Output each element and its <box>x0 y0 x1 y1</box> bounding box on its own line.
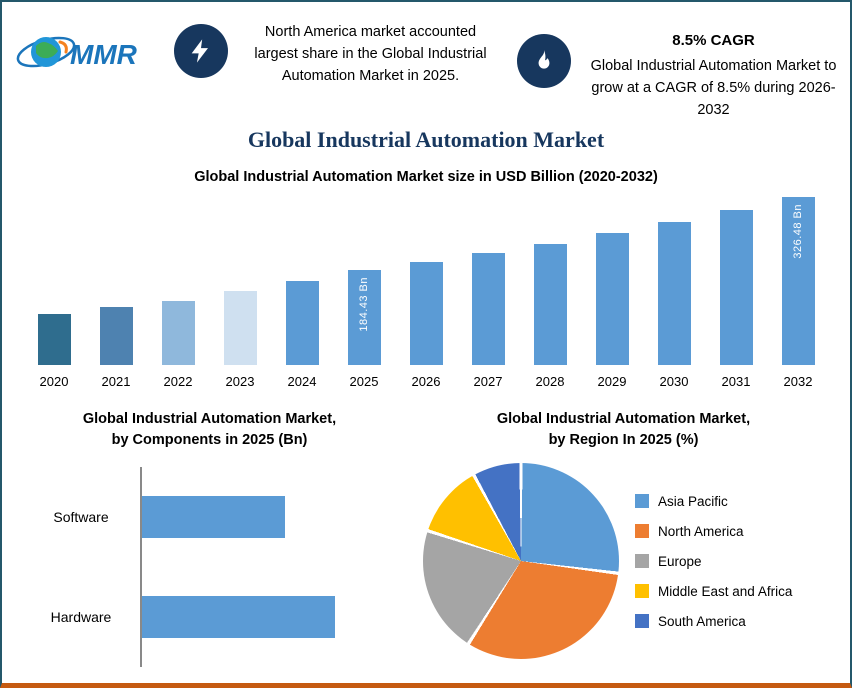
bar-2022 <box>161 301 195 366</box>
market-size-chart: Global Industrial Automation Market size… <box>2 169 850 389</box>
x-axis-label-2028: 2028 <box>535 374 565 390</box>
component-row-software: Software <box>22 467 397 568</box>
bar-2032: 326.48 Bn <box>781 197 815 366</box>
bar-column-2023: 2023 <box>218 291 262 389</box>
x-axis-label-2020: 2020 <box>39 374 69 390</box>
bar-column-2024: 2024 <box>280 281 324 389</box>
pie-row: Asia Pacific North America Europe Middle Ea… <box>397 463 850 660</box>
legend-item-europe: Europe <box>635 554 792 569</box>
bar-2031 <box>719 210 753 366</box>
bar-column-2025: 184.43 Bn 2025 <box>342 270 386 389</box>
components-bar-chart: Software Hardware <box>22 467 397 668</box>
bar-column-2032: 326.48 Bn 2032 <box>776 197 820 389</box>
x-axis-label-2031: 2031 <box>721 374 751 390</box>
header: MMR North America market accounted large… <box>2 2 850 121</box>
bar-2023 <box>223 291 257 366</box>
component-label-software: Software <box>53 509 109 526</box>
legend-item-north-america: North America <box>635 524 792 539</box>
legend-label: South America <box>658 613 746 629</box>
legend-swatch <box>635 584 649 599</box>
x-axis-label-2022: 2022 <box>163 374 193 390</box>
legend-item-middle-east-and-africa: Middle East and Africa <box>635 584 792 599</box>
regions-chart-title: Global Industrial Automation Market, by … <box>496 411 751 449</box>
x-axis-label-2025: 2025 <box>349 374 379 390</box>
legend-item-asia-pacific: Asia Pacific <box>635 494 792 509</box>
bar-column-2021: 2021 <box>94 307 138 389</box>
bar-column-2027: 2027 <box>466 253 510 389</box>
bar-2030 <box>657 222 691 366</box>
component-bar-area <box>140 567 397 668</box>
mmr-logo-text: MMR <box>70 39 138 70</box>
legend-swatch <box>635 494 649 509</box>
component-bar-hardware <box>142 596 335 639</box>
x-axis-label-2030: 2030 <box>659 374 689 390</box>
bar-2028 <box>533 244 567 366</box>
mmr-logo: MMR <box>16 22 166 83</box>
legend-label: Middle East and Africa <box>658 583 793 599</box>
component-label-hardware: Hardware <box>50 609 112 626</box>
legend-swatch <box>635 614 649 629</box>
x-axis-label-2027: 2027 <box>473 374 503 390</box>
bar-2027 <box>471 253 505 366</box>
bar-2026 <box>409 262 443 366</box>
component-bar-software <box>142 496 285 539</box>
bar-column-2022: 2022 <box>156 301 200 389</box>
bar-2024 <box>285 281 319 366</box>
x-axis-label-2024: 2024 <box>287 374 317 390</box>
regions-chart-panel: Global Industrial Automation Market, by … <box>397 409 850 667</box>
x-axis-label-2029: 2029 <box>597 374 627 390</box>
legend-label: Asia Pacific <box>658 493 728 509</box>
cagr-text: Global Industrial Automation Market to g… <box>590 58 837 118</box>
bar-column-2028: 2028 <box>528 244 572 389</box>
x-axis-label-2023: 2023 <box>225 374 255 390</box>
flame-icon <box>517 34 571 88</box>
bottom-section: Global Industrial Automation Market, by … <box>2 409 850 668</box>
bar-column-2029: 2029 <box>590 233 634 389</box>
x-axis-label-2021: 2021 <box>101 374 131 390</box>
page-title: Global Industrial Automation Market <box>247 127 605 153</box>
bar-2029 <box>595 233 629 366</box>
component-row-hardware: Hardware <box>22 567 397 668</box>
mmr-logo-graphic: MMR <box>16 36 138 70</box>
x-axis-label-2032: 2032 <box>783 374 813 390</box>
lightning-bolt-icon <box>174 24 228 78</box>
bar-2021 <box>99 307 133 366</box>
bar-value-label-2032: 326.48 Bn <box>792 204 804 259</box>
components-chart-panel: Global Industrial Automation Market, by … <box>2 409 397 668</box>
pie-legend: Asia Pacific North America Europe Middle Ea… <box>635 494 792 629</box>
legend-swatch <box>635 524 649 539</box>
cagr-block: 8.5% CAGR Global Industrial Automation M… <box>589 32 838 121</box>
legend-item-south-america: South America <box>635 614 792 629</box>
component-bar-area <box>140 467 397 568</box>
market-size-chart-title: Global Industrial Automation Market size… <box>194 169 658 186</box>
legend-label: Europe <box>658 553 702 569</box>
region-pie-chart <box>423 463 619 660</box>
cagr-title: 8.5% CAGR <box>672 32 755 49</box>
insight-text: North America market accounted largest s… <box>254 24 487 84</box>
legend-label: North America <box>658 523 744 539</box>
legend-swatch <box>635 554 649 569</box>
x-axis-label-2026: 2026 <box>411 374 441 390</box>
bar-column-2031: 2031 <box>714 210 758 389</box>
bar-column-2020: 2020 <box>32 314 76 389</box>
market-size-bar-chart: 2020 2021 2022 2023 2024 184.43 Bn 2025 2026 202… <box>26 197 826 389</box>
components-chart-title: Global Industrial Automation Market, by … <box>82 411 337 449</box>
bar-2020 <box>37 314 71 366</box>
bar-column-2026: 2026 <box>404 262 448 389</box>
bar-column-2030: 2030 <box>652 222 696 389</box>
bar-2025: 184.43 Bn <box>347 270 381 366</box>
bar-value-label-2025: 184.43 Bn <box>358 277 370 332</box>
